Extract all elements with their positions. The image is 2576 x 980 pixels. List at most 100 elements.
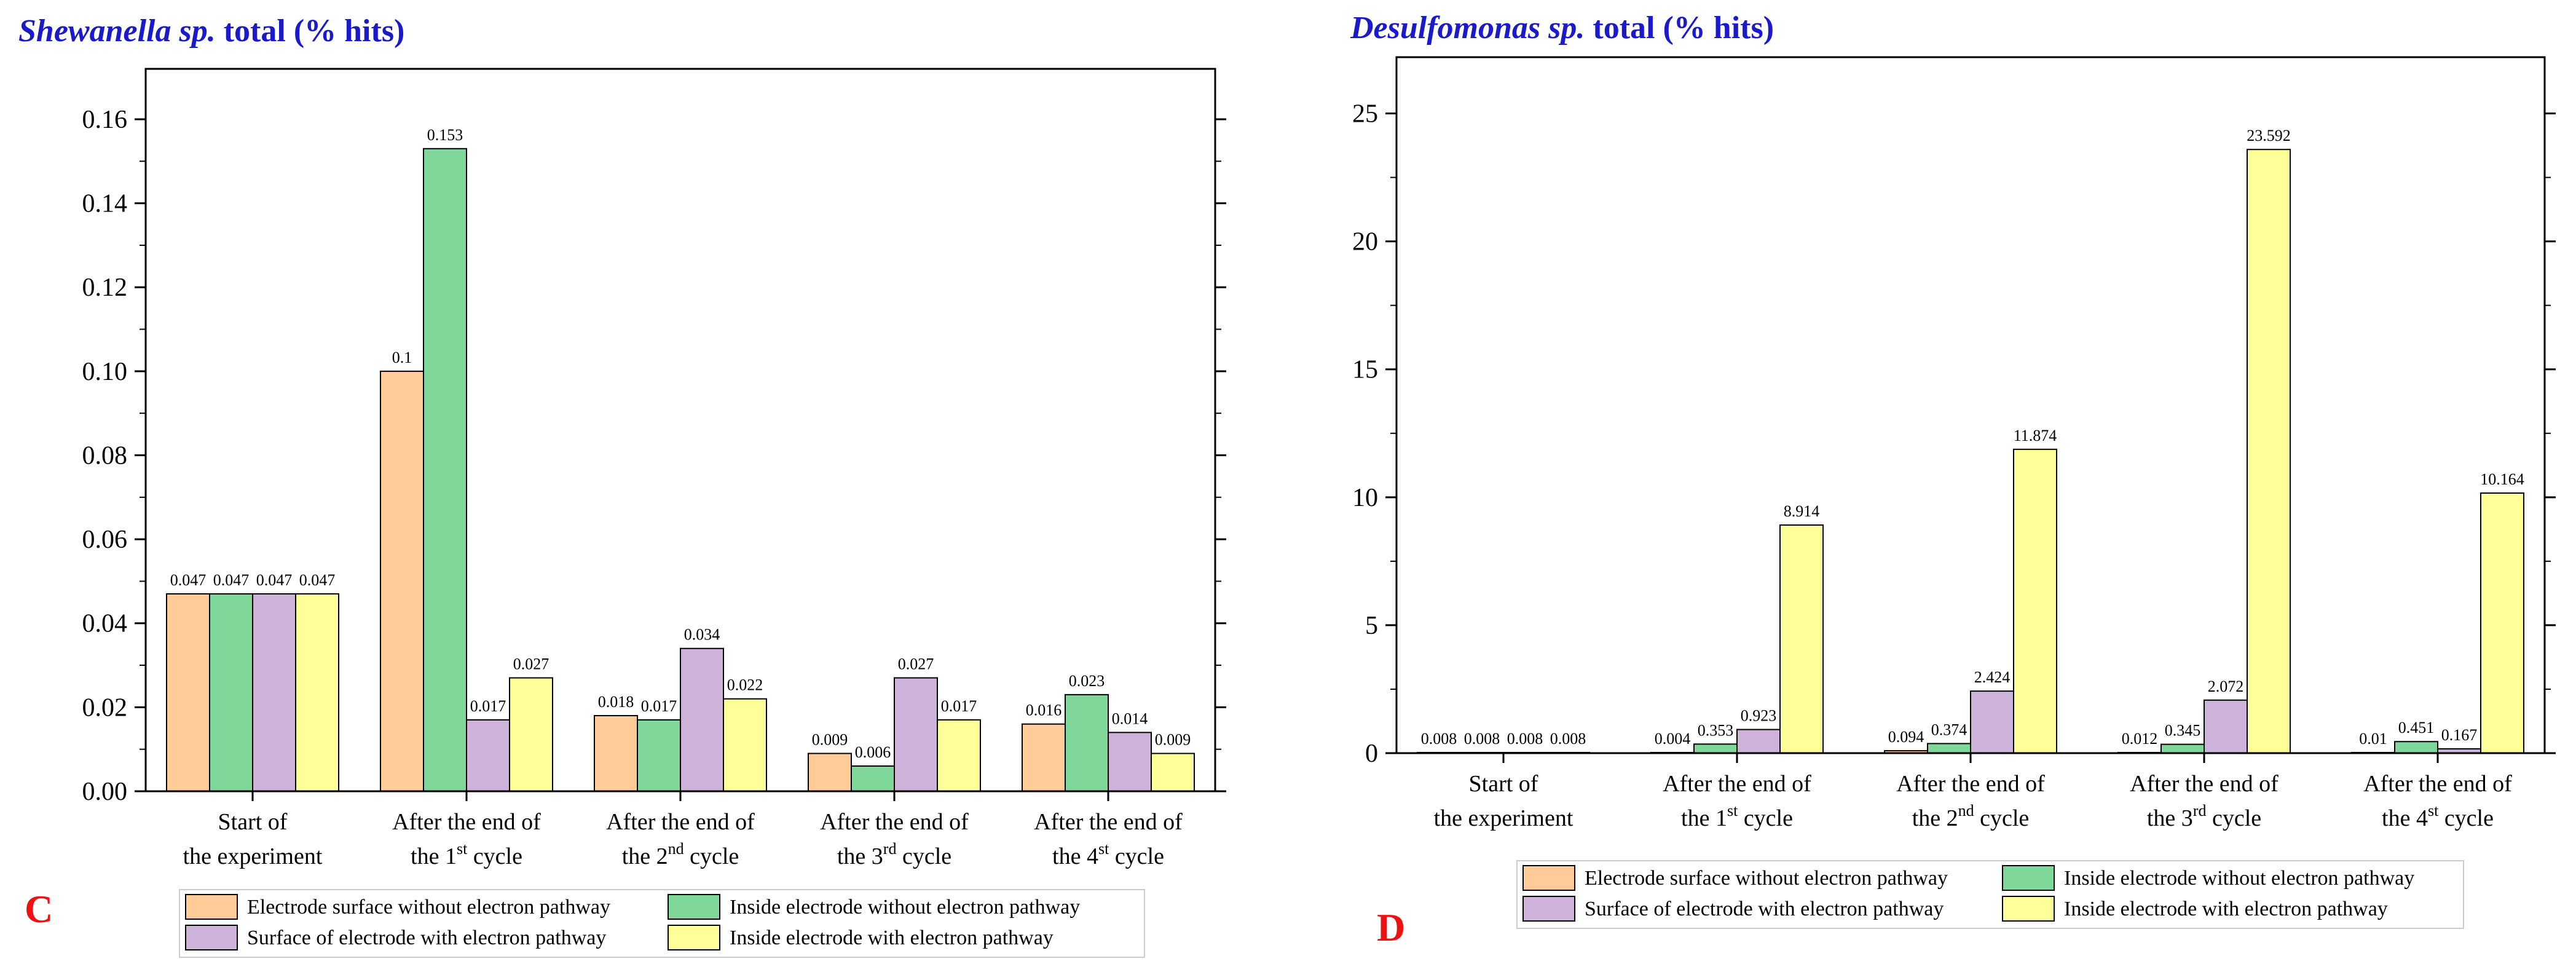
bar <box>509 677 553 792</box>
bar <box>166 593 210 792</box>
category-label-line1: After the end of <box>392 809 541 835</box>
category-label-text: the 2 <box>622 844 668 869</box>
data-label: 0.018 <box>598 693 634 711</box>
bar <box>851 765 895 792</box>
chart-title-rest: total (% hits) <box>216 14 405 49</box>
category-label-sup: st <box>457 840 468 858</box>
bar <box>894 677 938 792</box>
category-label-sup: st <box>1098 840 1109 858</box>
legend-swatch <box>1522 896 1575 922</box>
data-label: 0.009 <box>812 731 848 749</box>
chart-d: Desulfomonas sp. total (% hits) D 0.008 0.0… <box>1350 10 2556 949</box>
data-label: 2.424 <box>1974 668 2011 686</box>
category-label-line2: the experiment <box>1434 805 1574 831</box>
category-label-suffix: cycle <box>2438 805 2494 831</box>
data-label: 0.006 <box>855 743 891 761</box>
data-label: 2.072 <box>2208 678 2244 695</box>
category-label-suffix: cycle <box>684 844 739 869</box>
category-label-text: the 2 <box>1912 805 1958 831</box>
bar <box>2480 492 2524 754</box>
category-label-line2: the 3rd cycle <box>837 840 951 869</box>
data-label: 0.008 <box>1550 730 1586 748</box>
category-label-sup: nd <box>668 840 684 858</box>
bar <box>380 370 424 792</box>
bar <box>252 593 296 792</box>
category-label-line1: After the end of <box>820 809 969 835</box>
category-label-line1: After the end of <box>1896 771 2045 797</box>
data-label: 0.016 <box>1026 701 1062 719</box>
bar <box>1151 753 1195 792</box>
category-label-suffix: cycle <box>1109 844 1164 869</box>
bar <box>937 719 981 792</box>
data-label: 0.047 <box>213 571 250 589</box>
category-label-line1: After the end of <box>2130 771 2279 797</box>
legend-label: Surface of electrode with electron pathw… <box>1585 898 1944 920</box>
legend-label: Electrode surface without electron pathw… <box>247 896 610 919</box>
bar <box>2394 741 2438 754</box>
data-label: 0.022 <box>727 676 763 694</box>
plot-frame <box>144 68 1216 792</box>
bar <box>723 698 767 792</box>
data-label: 0.1 <box>392 349 412 366</box>
plot-frame <box>1395 56 2546 754</box>
chart-title-italic: Shewanella sp. <box>18 14 216 49</box>
category-label-text: the 3 <box>2147 805 2193 831</box>
category-label-text: the 4 <box>2382 805 2428 831</box>
y-tick-label: 0 <box>1365 740 1378 768</box>
bar <box>2013 448 2057 754</box>
bar <box>2204 699 2248 754</box>
category-label-text: the 3 <box>837 844 883 869</box>
category-label-line1: After the end of <box>1663 771 1811 797</box>
category-label-sup: rd <box>2193 802 2207 820</box>
data-label: 0.027 <box>513 655 549 673</box>
legend-swatch <box>2002 896 2055 922</box>
category-label-text: the 4 <box>1052 844 1098 869</box>
legend-box <box>179 889 1145 958</box>
bar <box>1693 743 1738 754</box>
bar <box>594 715 638 792</box>
category-label-sup: nd <box>1958 802 1974 820</box>
data-label: 0.923 <box>1741 707 1777 725</box>
y-tick-label: 10 <box>1352 484 1378 512</box>
bar <box>295 593 339 792</box>
data-label: 0.012 <box>2122 730 2158 748</box>
data-label: 0.047 <box>170 571 207 589</box>
data-label: 0.008 <box>1464 730 1500 748</box>
category-label-suffix: cycle <box>1738 805 1793 831</box>
y-tick-label: 0.04 <box>82 610 128 638</box>
data-label: 0.008 <box>1421 730 1457 748</box>
category-label-line2: the 3rd cycle <box>2147 802 2261 831</box>
bar <box>466 719 510 792</box>
bar <box>637 719 681 792</box>
y-tick-label: 0.10 <box>82 358 128 386</box>
category-label-sup: st <box>1727 802 1738 820</box>
bar <box>2160 743 2205 754</box>
bar <box>1736 729 1781 754</box>
y-tick-label: 15 <box>1352 356 1378 384</box>
legend-swatch <box>1522 865 1575 891</box>
data-label: 10.164 <box>2480 470 2524 488</box>
data-label: 0.01 <box>2359 730 2387 748</box>
category-label-line1: Start of <box>1469 771 1538 797</box>
category-label-line2: the experiment <box>183 844 323 869</box>
y-tick-label: 25 <box>1352 100 1378 128</box>
category-label-line2: the 1st cycle <box>1681 802 1793 831</box>
legend-swatch <box>668 925 720 950</box>
bar <box>2247 149 2291 754</box>
bar <box>808 753 852 792</box>
data-label: 0.017 <box>470 697 506 715</box>
category-label-sup: st <box>2428 802 2439 820</box>
data-label: 0.374 <box>1931 721 1967 738</box>
bar <box>1970 690 2014 754</box>
category-label-line2: the 4st cycle <box>2382 802 2494 831</box>
legend-label: Inside electrode without electron pathwa… <box>730 896 1080 919</box>
legend-swatch <box>2002 865 2055 891</box>
bar <box>1065 694 1109 792</box>
bar <box>209 593 253 792</box>
y-tick-label: 0.08 <box>82 441 128 470</box>
y-tick-label: 0.14 <box>82 190 128 218</box>
category-label-line2: the 1st cycle <box>411 840 522 869</box>
category-label-text: the experiment <box>1434 805 1574 831</box>
y-tick-label: 0.16 <box>82 106 128 134</box>
